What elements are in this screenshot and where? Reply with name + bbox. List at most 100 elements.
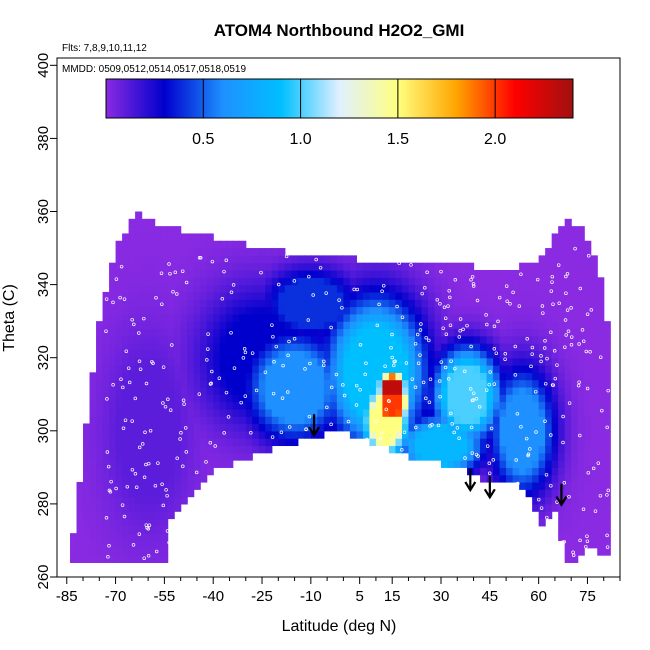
heatmap-cell xyxy=(454,357,462,366)
heatmap-cell xyxy=(291,372,299,381)
heatmap-cell xyxy=(291,430,299,439)
heatmap-cell xyxy=(128,511,136,520)
heatmap-cell xyxy=(493,445,501,454)
observation-point xyxy=(463,456,467,460)
observation-point xyxy=(448,323,453,327)
heatmap-cell xyxy=(454,379,462,388)
heatmap-cell xyxy=(408,277,416,286)
heatmap-cell xyxy=(421,328,429,337)
heatmap-cell xyxy=(317,386,325,395)
heatmap-cell xyxy=(564,284,572,293)
heatmap-cell xyxy=(174,445,182,454)
heatmap-cell xyxy=(232,262,240,271)
heatmap-cell xyxy=(480,291,488,300)
heatmap-cell xyxy=(369,262,377,271)
heatmap-cell xyxy=(317,379,325,388)
heatmap-cell xyxy=(148,540,156,549)
heatmap-cell xyxy=(161,306,169,315)
observation-point xyxy=(605,533,609,538)
heatmap-cell xyxy=(206,401,214,410)
heatmap-cell xyxy=(571,481,579,490)
heatmap-cell xyxy=(571,408,579,417)
heatmap-cell xyxy=(538,328,546,337)
heatmap-cell xyxy=(564,467,572,476)
heatmap-cell xyxy=(590,379,598,388)
observation-point xyxy=(354,403,359,407)
heatmap-cell xyxy=(323,386,331,395)
heatmap-cell xyxy=(519,262,527,271)
heatmap-cell xyxy=(265,357,273,366)
heatmap-cell xyxy=(206,408,214,417)
heatmap-cell xyxy=(310,408,318,417)
observation-point xyxy=(352,287,356,292)
heatmap-cell xyxy=(323,255,331,264)
heatmap-cell xyxy=(603,423,611,432)
observation-point xyxy=(286,353,290,358)
heatmap-cell xyxy=(388,416,397,425)
heatmap-cell xyxy=(421,438,429,447)
heatmap-cell xyxy=(395,291,403,300)
heatmap-cell xyxy=(219,248,227,256)
observation-point xyxy=(457,436,461,440)
heatmap-cell xyxy=(258,277,266,286)
heatmap-cell xyxy=(297,291,305,300)
heatmap-cell xyxy=(584,460,592,468)
heatmap-cell xyxy=(304,357,312,366)
heatmap-cell xyxy=(310,401,318,410)
heatmap-cell xyxy=(597,423,605,432)
down-arrow-icon xyxy=(555,483,568,507)
heatmap-cell xyxy=(512,269,520,278)
heatmap-cell xyxy=(434,299,442,308)
heatmap-cell xyxy=(310,313,318,322)
heatmap-cell xyxy=(115,460,123,468)
observation-point xyxy=(514,458,518,462)
x-tick-label: 45 xyxy=(481,588,498,605)
heatmap-cell xyxy=(180,489,188,498)
heatmap-cell xyxy=(167,365,175,373)
observation-point xyxy=(164,488,168,492)
heatmap-cell xyxy=(558,423,566,432)
heatmap-cell xyxy=(525,350,533,359)
observation-point xyxy=(114,486,118,491)
heatmap-cell xyxy=(115,496,123,505)
heatmap-cell xyxy=(590,306,598,315)
heatmap-cell xyxy=(265,445,273,454)
heatmap-cell xyxy=(291,299,299,308)
observation-point xyxy=(413,341,418,346)
heatmap-cell xyxy=(252,313,260,322)
heatmap-cell xyxy=(571,284,579,293)
heatmap-cell xyxy=(122,489,130,498)
heatmap-cell xyxy=(584,240,592,249)
heatmap-cell xyxy=(551,394,559,403)
heatmap-cell xyxy=(330,277,338,286)
heatmap-cell xyxy=(174,401,182,410)
heatmap-cell xyxy=(271,255,279,264)
heatmap-cell xyxy=(174,394,182,403)
heatmap-cell xyxy=(512,291,520,300)
heatmap-cell xyxy=(141,240,149,249)
heatmap-cell xyxy=(161,291,169,300)
observation-point xyxy=(453,366,457,371)
heatmap-cell xyxy=(226,386,234,395)
heatmap-cell xyxy=(187,291,195,300)
heatmap-cell xyxy=(96,481,104,490)
heatmap-cell xyxy=(135,511,143,520)
observation-point xyxy=(375,323,380,328)
heatmap-cell xyxy=(584,306,592,315)
heatmap-cell xyxy=(213,452,221,461)
flights-annotation: Flts: 7,8,9,10,11,12 xyxy=(62,43,147,54)
heatmap-cell xyxy=(89,416,97,425)
heatmap-cell xyxy=(161,365,169,373)
heatmap-cell xyxy=(122,423,130,432)
heatmap-cell xyxy=(323,321,331,330)
heatmap-cell xyxy=(213,394,221,403)
heatmap-cell xyxy=(271,379,279,388)
heatmap-cell xyxy=(239,313,247,322)
observation-point xyxy=(392,363,396,368)
heatmap-cell xyxy=(213,423,221,432)
heatmap-cell xyxy=(584,291,592,300)
heatmap-cell xyxy=(414,299,423,308)
heatmap-cell xyxy=(278,291,286,300)
heatmap-cell xyxy=(89,511,97,520)
heatmap-cell xyxy=(512,416,520,425)
